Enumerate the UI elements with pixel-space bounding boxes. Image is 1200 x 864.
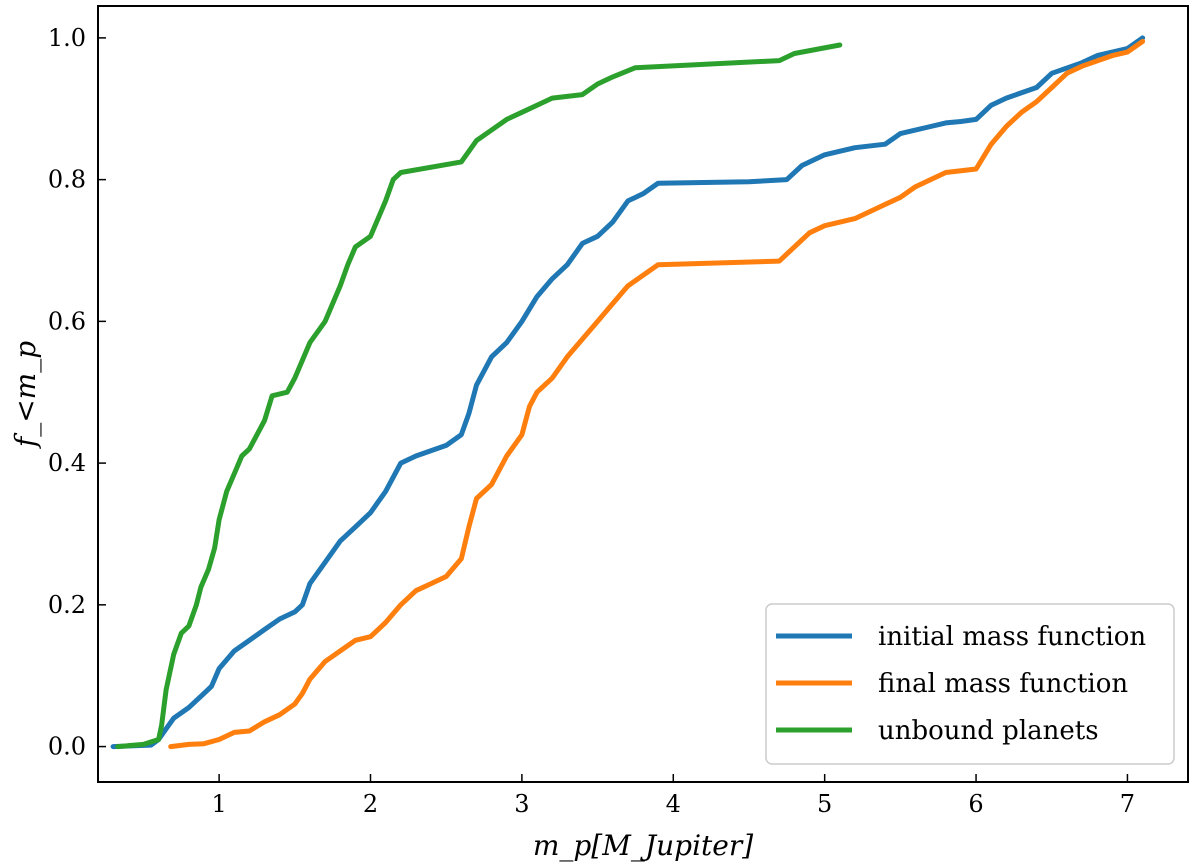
x-tick-label: 6 bbox=[968, 790, 983, 818]
series-layer bbox=[110, 35, 1146, 750]
x-tick-label: 1 bbox=[211, 790, 226, 818]
x-tick-label: 3 bbox=[514, 790, 529, 818]
legend-label: initial mass function bbox=[878, 622, 1146, 652]
y-tick-label: 0.2 bbox=[48, 591, 86, 619]
series-line-final-mass-function bbox=[168, 38, 1146, 750]
series-line-unbound-planets bbox=[115, 42, 843, 750]
x-tick-label: 5 bbox=[817, 790, 832, 818]
y-axis-label: f_<m_p bbox=[9, 341, 42, 449]
y-tick-label: 1.0 bbox=[48, 24, 86, 52]
legend-box bbox=[765, 603, 1175, 765]
x-tick-label: 4 bbox=[666, 790, 681, 818]
legend-label: final mass function bbox=[878, 669, 1128, 699]
x-axis-label: m_p[M_Jupiter] bbox=[533, 829, 753, 862]
y-tick-label: 0.6 bbox=[48, 307, 86, 335]
y-tick-label: 0.0 bbox=[48, 733, 86, 761]
plot-frame bbox=[97, 5, 1189, 783]
legend: initial mass function final mass function… bbox=[765, 603, 1175, 765]
x-tick-label: 2 bbox=[363, 790, 378, 818]
x-axis-label-main: m_p[M_Jupiter] bbox=[533, 829, 753, 862]
ticks-layer: 1 2 3 4 5 6 7 0.0 0.2 0.4 0.6 0.8 1.0 bbox=[48, 24, 1135, 818]
series-line-initial-mass-function bbox=[110, 35, 1146, 750]
legend-label: unbound planets bbox=[878, 716, 1099, 746]
y-tick-label: 0.4 bbox=[48, 449, 86, 477]
x-tick-label: 7 bbox=[1120, 790, 1135, 818]
y-tick-label: 0.8 bbox=[48, 166, 86, 194]
